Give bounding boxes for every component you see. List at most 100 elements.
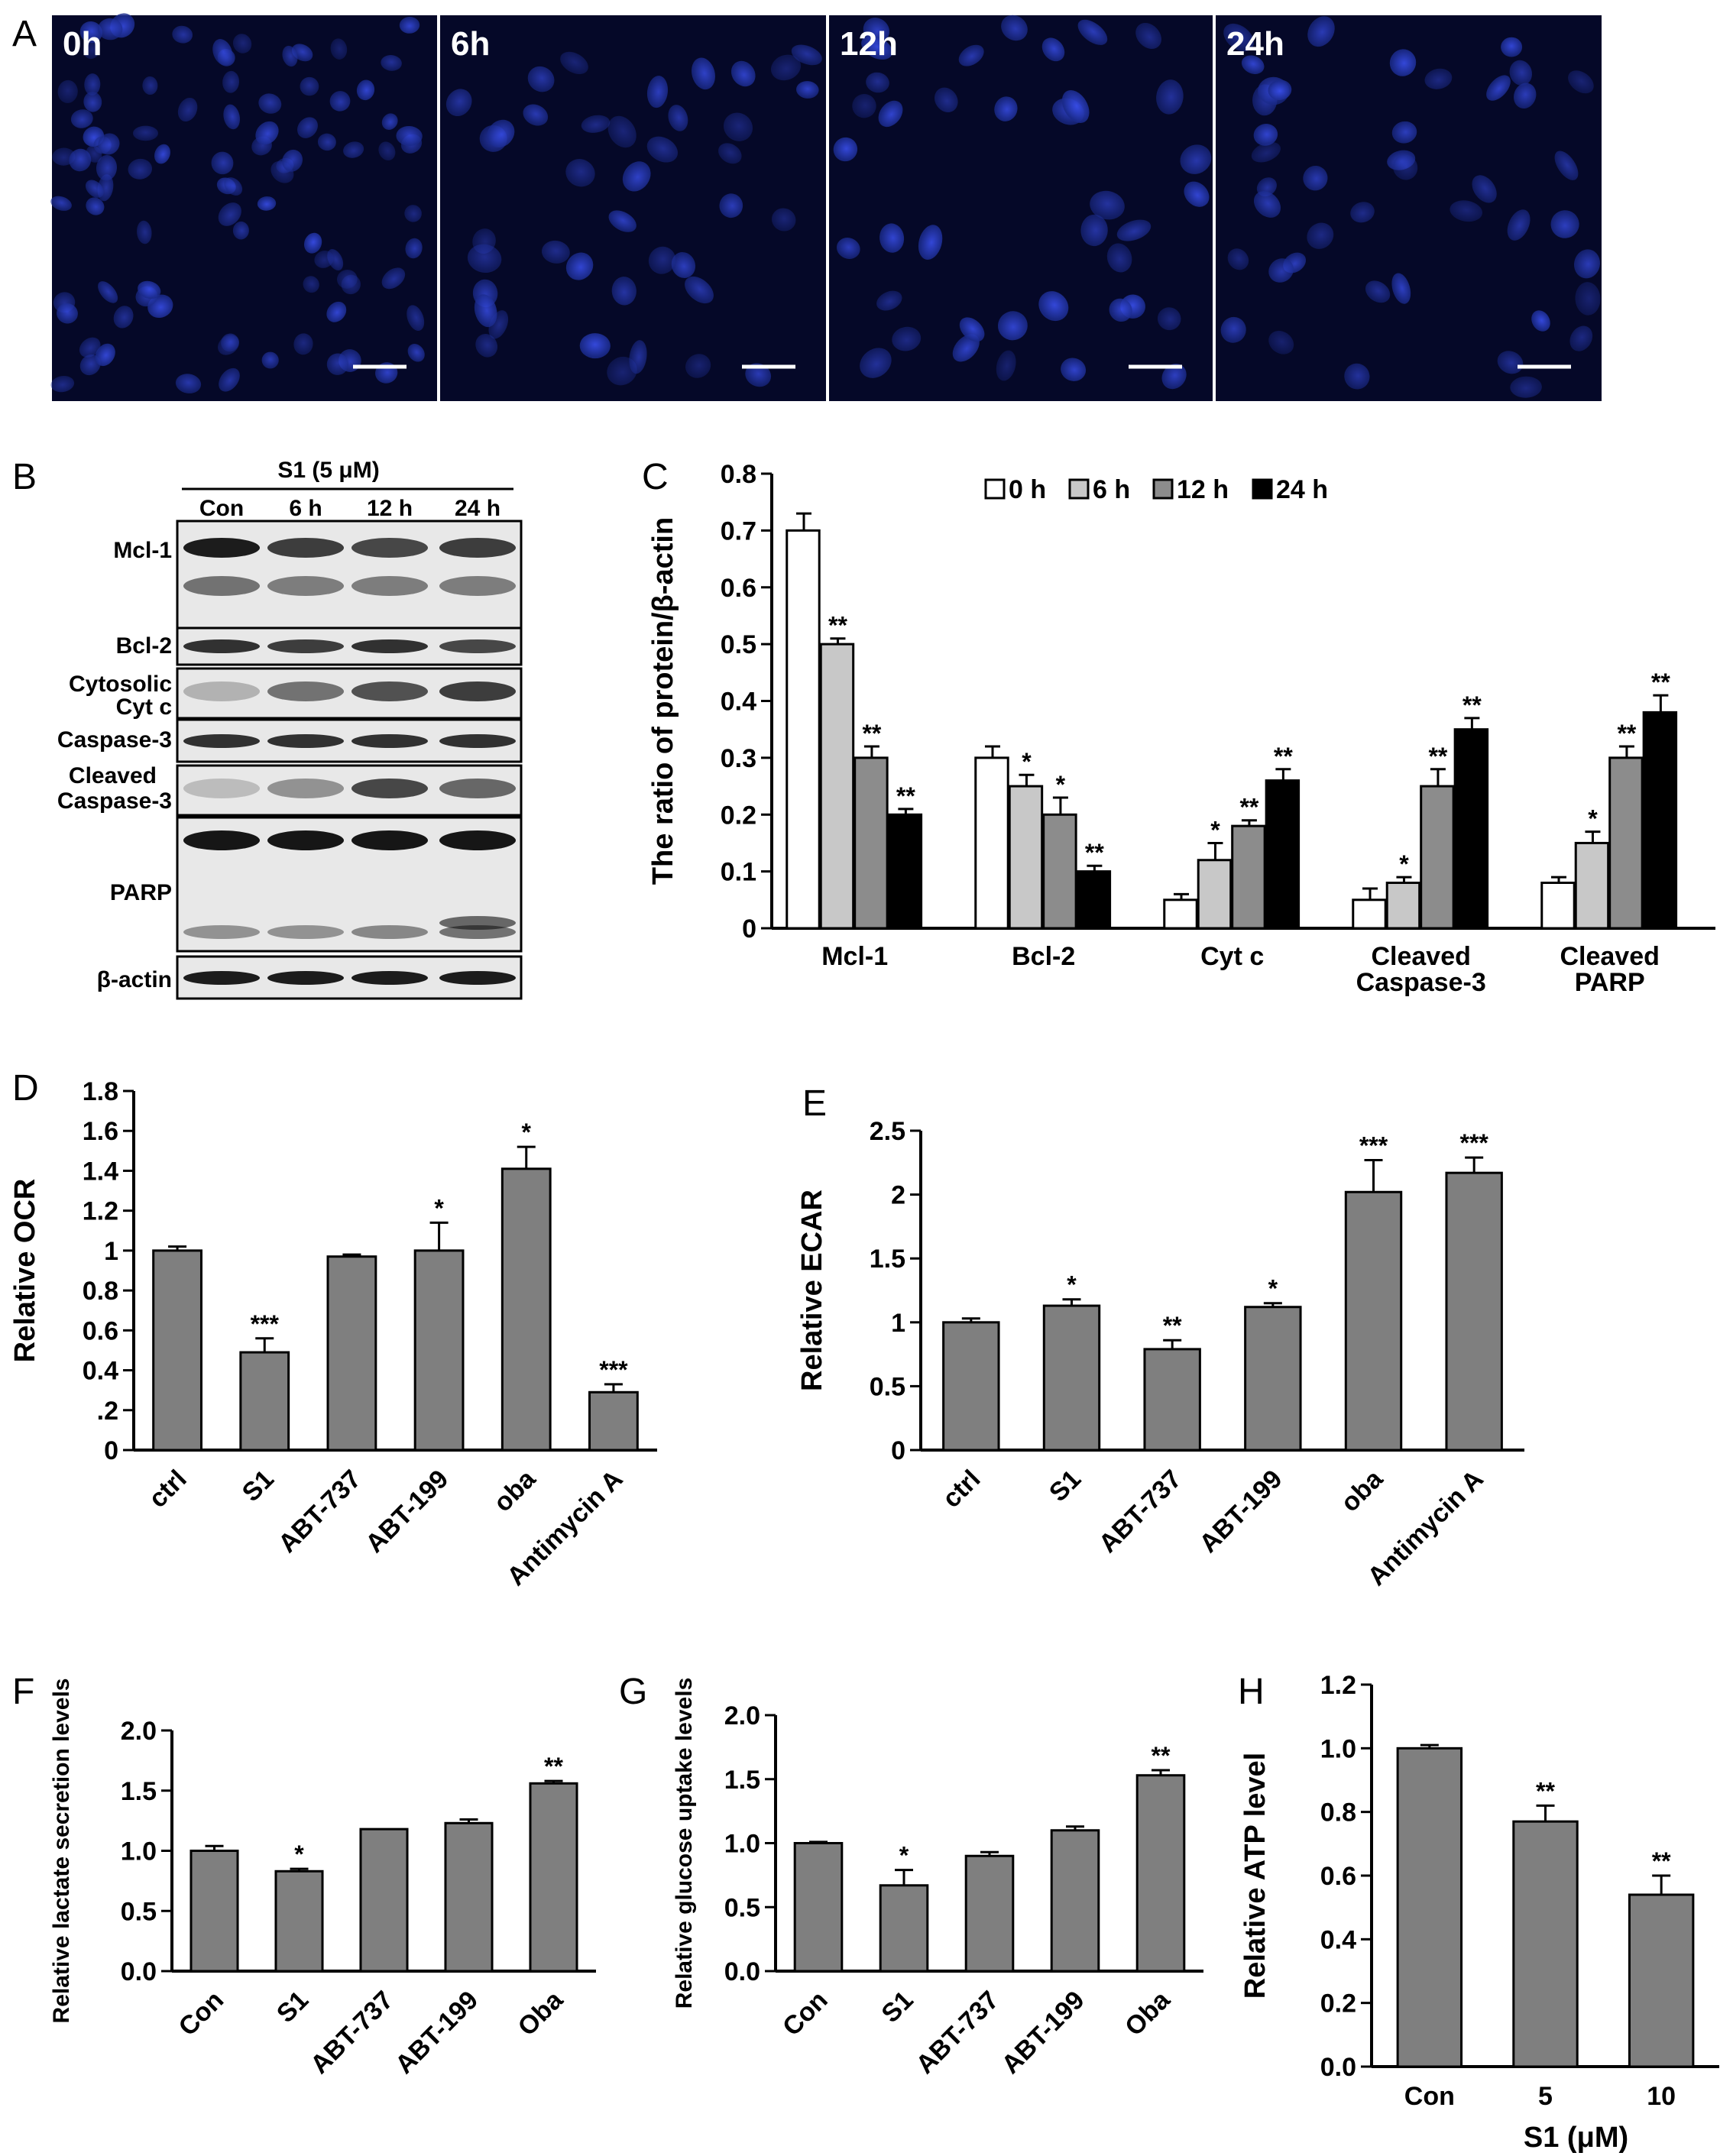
category-label: S1 — [271, 1986, 314, 2028]
nucleus — [303, 276, 319, 293]
y-tick-label: 0.6 — [1320, 1862, 1356, 1891]
nucleus — [860, 348, 892, 378]
time-label: 0h — [63, 25, 102, 63]
bar — [879, 1884, 929, 1973]
blot-band — [351, 681, 428, 701]
category-label: 5 — [1538, 2082, 1553, 2111]
micrograph-background — [52, 15, 437, 401]
blot-band — [351, 734, 428, 748]
nucleus — [622, 161, 651, 192]
blot-band — [351, 779, 428, 798]
nucleus — [255, 121, 279, 145]
blot-row-label: Cytosolic — [69, 672, 172, 697]
blot-band — [439, 971, 516, 985]
blot-strip — [176, 955, 523, 1000]
nucleus — [1550, 210, 1579, 238]
y-tick-label: 0.5 — [724, 1893, 760, 1922]
panel-label-a: A — [12, 14, 37, 54]
category-label: Cyt c — [1200, 942, 1264, 971]
y-tick-label: 1.2 — [83, 1197, 118, 1226]
chart-c: 0 0.1 0.2 0.3 0.4 0.5 0.6 0.7 0.8 The ratio of pr… — [647, 460, 1715, 997]
nucleus — [293, 333, 313, 355]
blot-row-label: Caspase-3 — [57, 727, 172, 753]
nucleus — [608, 210, 637, 232]
nucleus — [467, 244, 502, 274]
micrograph-background — [829, 15, 1213, 401]
legend-swatch — [984, 478, 1006, 500]
bar — [1396, 1746, 1463, 2068]
bar — [1231, 824, 1266, 930]
nucleus — [86, 197, 105, 215]
significance-label: * — [1056, 771, 1066, 798]
y-tick-label: 1.0 — [1320, 1734, 1356, 1763]
significance-label: ** — [828, 612, 847, 639]
blot-band — [439, 830, 516, 850]
bar — [964, 1854, 1015, 1973]
nucleus — [172, 25, 193, 44]
nucleus — [218, 202, 241, 226]
blot-row-label: Caspase-3 — [57, 788, 172, 814]
nucleus — [85, 180, 104, 198]
nucleus — [113, 306, 134, 329]
nucleus — [475, 334, 498, 358]
nucleus — [282, 45, 298, 67]
nucleus — [261, 351, 279, 369]
panel-a-micrographs: 0h 6h 12h 24h — [50, 13, 1602, 750]
y-tick-label: 0.4 — [1320, 1925, 1356, 1954]
nucleus — [474, 294, 497, 328]
nucleus — [314, 250, 334, 268]
blot-band — [183, 830, 260, 850]
nucleus — [934, 87, 958, 112]
nucleus — [1501, 37, 1523, 57]
nucleus — [177, 97, 198, 122]
y-tick-label: 0.8 — [1320, 1798, 1356, 1827]
nucleus — [668, 105, 688, 131]
bar — [1076, 870, 1112, 930]
category-label: Cleaved — [1560, 942, 1659, 971]
nucleus — [381, 55, 402, 71]
blot-row-label: Bcl-2 — [116, 633, 172, 659]
significance-label: ** — [544, 1753, 563, 1780]
nucleus — [407, 305, 425, 332]
significance-label: ** — [1085, 839, 1104, 866]
bar — [413, 1249, 465, 1452]
nucleus — [730, 60, 756, 87]
significance-label: ** — [862, 720, 881, 747]
bar — [1574, 841, 1610, 930]
nucleus — [98, 133, 120, 155]
lane-label: 6 h — [289, 496, 322, 521]
nucleus — [861, 35, 892, 60]
blot-frame — [176, 520, 523, 630]
blot-strip — [176, 626, 523, 666]
panel-b-western-blot: S1 (5 μM) Con 6 h 12 h 24 h Mcl-1 Bcl-2 … — [57, 458, 523, 1000]
y-tick-label: 0.4 — [83, 1357, 118, 1386]
blot-band — [351, 971, 428, 985]
nucleus — [175, 374, 202, 393]
nucleus — [1450, 200, 1483, 222]
category-label: ABT-199 — [1194, 1465, 1288, 1559]
y-tick-label: 1.5 — [724, 1766, 760, 1795]
nucleus — [1106, 243, 1132, 273]
chart-h: 0.0 0.2 0.4 0.6 0.8 1.0 1.2 Relative ATP level C… — [1239, 1671, 1719, 2154]
nucleus — [1061, 358, 1087, 381]
nucleus — [833, 137, 858, 162]
nucleus — [84, 73, 101, 95]
significance-label: ** — [1652, 1847, 1671, 1875]
nucleus — [1135, 22, 1161, 50]
nucleus — [224, 177, 243, 196]
y-tick-label: 1.5 — [870, 1245, 905, 1274]
category-label: Caspase-3 — [1356, 968, 1486, 997]
nucleus — [692, 57, 715, 90]
nucleus — [671, 252, 696, 278]
y-tick-label: 0.6 — [83, 1316, 118, 1345]
nucleus — [685, 354, 711, 378]
panel-label-b: B — [12, 457, 37, 497]
category-label: ABT-737 — [305, 1986, 399, 2080]
nucleus — [770, 54, 802, 81]
bar — [500, 1167, 552, 1452]
nucleus — [878, 100, 903, 128]
y-tick-label: 0.5 — [121, 1897, 157, 1926]
blot-band — [267, 925, 344, 939]
bar — [819, 643, 855, 930]
y-tick-label: 0.4 — [721, 688, 756, 717]
